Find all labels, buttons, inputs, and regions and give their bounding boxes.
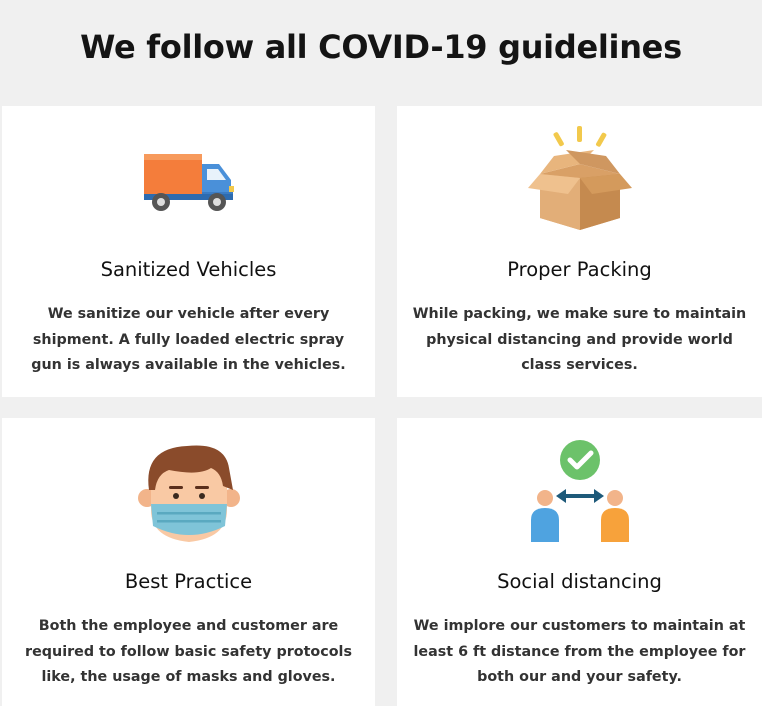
- page-title: We follow all COVID-19 guidelines: [80, 28, 682, 66]
- description-line: shipment. A fully loaded electric spray: [32, 331, 345, 348]
- masked-person-icon: [129, 438, 249, 548]
- description-line: gun is always available in the vehicles.: [31, 357, 346, 373]
- description-line: class services.: [521, 357, 638, 373]
- description-line: We sanitize our vehicle after every: [47, 306, 330, 322]
- card-description: While packing, we make sure to maintain …: [411, 302, 748, 379]
- card-description: Both the employee and customer are requi…: [16, 614, 361, 691]
- description-line: While packing, we make sure to maintain: [412, 306, 747, 322]
- card-title: Sanitized Vehicles: [100, 258, 277, 281]
- description-line: both our and your safety.: [477, 669, 682, 685]
- card-title: Best Practice: [124, 570, 253, 593]
- card-description: We sanitize our vehicle after every ship…: [16, 302, 361, 379]
- description-line: We implore our customers to maintain at: [413, 618, 746, 634]
- description-line: like, the usage of masks and gloves.: [41, 669, 336, 685]
- feature-card-proper-packing: Proper Packing While packing, we make su…: [397, 106, 762, 397]
- social-distancing-icon: [520, 438, 640, 548]
- card-title: Proper Packing: [507, 258, 652, 281]
- feature-card-best-practice: Best Practice Both the employee and cust…: [2, 418, 375, 706]
- open-box-icon: [520, 126, 640, 236]
- delivery-truck-icon: [129, 126, 249, 236]
- description-line: physical distancing and provide world: [426, 331, 733, 348]
- feature-card-sanitized-vehicles: Sanitized Vehicles We sanitize our vehic…: [2, 106, 375, 397]
- card-description: We implore our customers to maintain at …: [411, 614, 748, 691]
- feature-card-social-distancing: Social distancing We implore our custome…: [397, 418, 762, 706]
- description-line: least 6 ft distance from the employee fo…: [413, 643, 746, 660]
- card-title: Social distancing: [497, 570, 662, 593]
- description-line: Both the employee and customer are: [38, 618, 339, 634]
- description-line: required to follow basic safety protocol…: [25, 643, 352, 660]
